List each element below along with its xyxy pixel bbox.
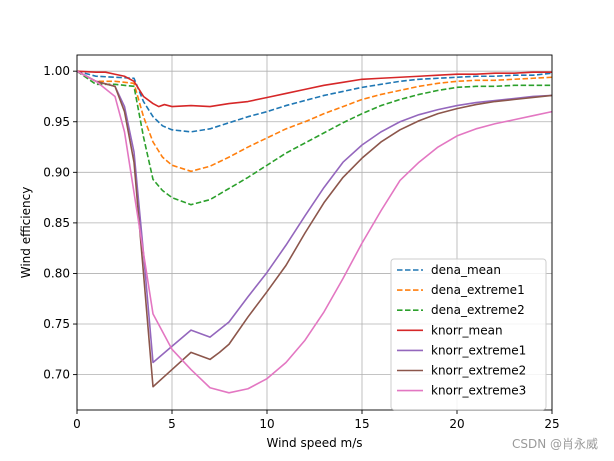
legend-label: knorr_mean	[431, 323, 503, 337]
legend: dena_mean dena_extreme1 dena_extreme2knorr…	[390, 258, 547, 411]
series-line-dena-mean	[76, 70, 553, 133]
x-axis-label: Wind speed m/s	[266, 436, 362, 450]
legend-item: knorr_extreme1	[397, 343, 526, 357]
legend-label: dena_extreme2	[431, 303, 525, 317]
series-line-knorr-extreme1	[76, 70, 553, 364]
legend-label: dena_extreme1	[431, 283, 525, 297]
legend-item: dena_extreme2	[397, 303, 525, 317]
legend-item: knorr_extreme2	[397, 364, 526, 378]
x-tick-label: 5	[168, 417, 176, 431]
y-axis-ticks: 0.70 0.75 0.80 0.85 0.90 0.95 1.00	[43, 64, 77, 382]
legend-item: knorr_extreme3	[397, 384, 526, 398]
series-line-dena-extreme2	[76, 70, 552, 206]
series-line-knorr-extreme3	[76, 70, 553, 394]
x-tick-label: 20	[449, 417, 464, 431]
legend-label: knorr_extreme3	[431, 384, 526, 398]
legend-box	[390, 258, 547, 411]
legend-label: knorr_extreme1	[431, 343, 526, 357]
y-tick-label: 0.70	[43, 368, 70, 382]
plot-area-frame	[76, 54, 553, 411]
y-tick-label: 0.95	[43, 115, 70, 129]
x-tick-label: 0	[73, 417, 81, 431]
x-axis-ticks: 0 5 10 15 20 25	[73, 410, 560, 431]
legend-label: knorr_extreme2	[431, 364, 526, 378]
y-axis-label: Wind efficiency	[19, 187, 33, 279]
y-tick-label: 0.80	[43, 266, 70, 280]
x-tick-label: 25	[544, 417, 559, 431]
legend-item: dena_extreme1	[397, 283, 525, 297]
y-tick-label: 0.75	[43, 317, 70, 331]
series-line-knorr-mean	[76, 70, 552, 108]
y-tick-label: 0.90	[43, 165, 70, 179]
x-tick-label: 15	[354, 417, 369, 431]
legend-label: dena_mean	[431, 263, 501, 277]
legend-item: knorr_mean	[397, 323, 503, 337]
watermark-text: CSDN @肖永威	[512, 437, 598, 451]
y-tick-label: 0.85	[43, 216, 70, 230]
series-line-dena-extreme1	[76, 70, 553, 173]
y-tick-label: 1.00	[43, 64, 70, 78]
legend-item: dena_mean	[397, 263, 501, 277]
x-tick-label: 10	[259, 417, 274, 431]
series-lines	[76, 70, 553, 394]
